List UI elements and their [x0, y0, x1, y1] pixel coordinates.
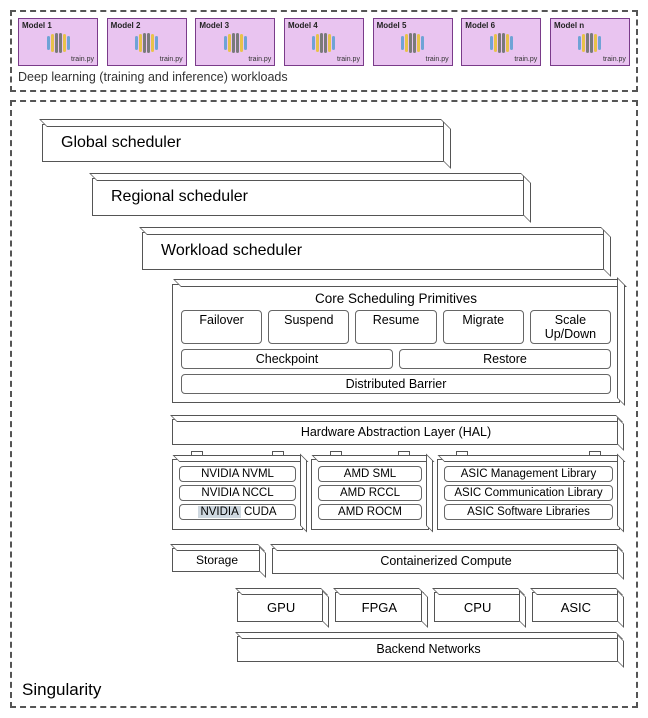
nn-icon — [377, 33, 449, 53]
core-pill: Scale Up/Down — [530, 310, 611, 344]
model-card: Model 2 train.py — [107, 18, 187, 66]
hw-block: CPU — [434, 592, 522, 622]
hw-block: ASIC — [532, 592, 620, 622]
core-pill: Checkpoint — [181, 349, 393, 369]
hal-item: NVIDIA NCCL — [179, 485, 296, 501]
compute-block: Containerized Compute — [272, 548, 620, 574]
model-file: train.py — [111, 56, 183, 63]
core-title: Core Scheduling Primitives — [181, 291, 611, 306]
hal-item: AMD RCCL — [318, 485, 422, 501]
model-title: Model 4 — [288, 21, 360, 30]
core-row1: Failover Suspend Resume Migrate Scale Up… — [181, 310, 611, 344]
model-card: Model 6 train.py — [461, 18, 541, 66]
models-row: Model 1 train.py Model 2 train.py Model … — [18, 18, 630, 66]
storage-block: Storage — [172, 548, 262, 572]
inner-area: Core Scheduling Primitives Failover Susp… — [172, 284, 620, 696]
model-title: Model 3 — [199, 21, 271, 30]
model-file: train.py — [465, 56, 537, 63]
hal-title-block: Hardware Abstraction Layer (HAL) — [172, 419, 620, 445]
scheduler-stack: Global scheduler Regional scheduler Work… — [22, 124, 626, 270]
core-pill: Distributed Barrier — [181, 374, 611, 394]
model-title: Model 6 — [465, 21, 537, 30]
model-card: Model n train.py — [550, 18, 630, 66]
label: Workload scheduler — [161, 242, 302, 260]
core-pill: Failover — [181, 310, 262, 344]
regional-scheduler-block: Regional scheduler — [92, 178, 526, 216]
model-title: Model 5 — [377, 21, 449, 30]
model-title: Model 1 — [22, 21, 94, 30]
model-card: Model 1 train.py — [18, 18, 98, 66]
hardware-row: GPU FPGA CPU ASIC — [237, 588, 620, 622]
core-pill: Resume — [355, 310, 436, 344]
core-pill: Migrate — [443, 310, 524, 344]
nn-icon — [22, 33, 94, 53]
model-title: Model n — [554, 21, 626, 30]
core-pill: Restore — [399, 349, 611, 369]
model-title: Model 2 — [111, 21, 183, 30]
workloads-caption: Deep learning (training and inference) w… — [18, 70, 630, 84]
global-scheduler-block: Global scheduler — [42, 124, 446, 162]
core-row2: Checkpoint Restore — [181, 349, 611, 369]
model-file: train.py — [288, 56, 360, 63]
core-panel: Core Scheduling Primitives Failover Susp… — [172, 284, 620, 403]
hal-item: NVIDIA CUDA — [179, 504, 296, 520]
label: CPU — [464, 600, 491, 615]
core-pill: Suspend — [268, 310, 349, 344]
label: Backend Networks — [376, 642, 480, 656]
hal-item: ASIC Software Libraries — [444, 504, 613, 520]
hal-item: ASIC Communication Library — [444, 485, 613, 501]
model-file: train.py — [22, 56, 94, 63]
label: Global scheduler — [61, 134, 181, 152]
nn-icon — [288, 33, 360, 53]
hal-col-asic: ASIC Management Library ASIC Communicati… — [437, 459, 620, 530]
hal-item: AMD ROCM — [318, 504, 422, 520]
hal-item: AMD SML — [318, 466, 422, 482]
label: FPGA — [362, 600, 397, 615]
label: Regional scheduler — [111, 188, 248, 206]
model-card: Model 5 train.py — [373, 18, 453, 66]
singularity-box: Global scheduler Regional scheduler Work… — [10, 100, 638, 708]
storage-compute-row: Storage Containerized Compute — [172, 544, 620, 574]
hal-col-amd: AMD SML AMD RCCL AMD ROCM — [311, 459, 429, 530]
nn-icon — [199, 33, 271, 53]
hal-item: NVIDIA NVML — [179, 466, 296, 482]
hal-col-nvidia: NVIDIA NVML NVIDIA NCCL NVIDIA CUDA — [172, 459, 303, 530]
singularity-label: Singularity — [22, 680, 101, 700]
label: ASIC — [561, 600, 591, 615]
nn-icon — [465, 33, 537, 53]
core-row3: Distributed Barrier — [181, 374, 611, 394]
label: Storage — [196, 553, 238, 567]
workloads-box: Model 1 train.py Model 2 train.py Model … — [10, 10, 638, 92]
workload-scheduler-block: Workload scheduler — [142, 232, 606, 270]
hal-columns: NVIDIA NVML NVIDIA NCCL NVIDIA CUDA AMD … — [172, 459, 620, 530]
label: Containerized Compute — [380, 554, 511, 568]
nn-icon — [111, 33, 183, 53]
hw-block: FPGA — [335, 592, 423, 622]
model-card: Model 3 train.py — [195, 18, 275, 66]
label: Hardware Abstraction Layer (HAL) — [301, 425, 491, 439]
model-card: Model 4 train.py — [284, 18, 364, 66]
label: GPU — [267, 600, 295, 615]
hal-item: ASIC Management Library — [444, 466, 613, 482]
model-file: train.py — [199, 56, 271, 63]
hw-block: GPU — [237, 592, 325, 622]
model-file: train.py — [554, 56, 626, 63]
nn-icon — [554, 33, 626, 53]
model-file: train.py — [377, 56, 449, 63]
backend-block: Backend Networks — [237, 636, 620, 662]
